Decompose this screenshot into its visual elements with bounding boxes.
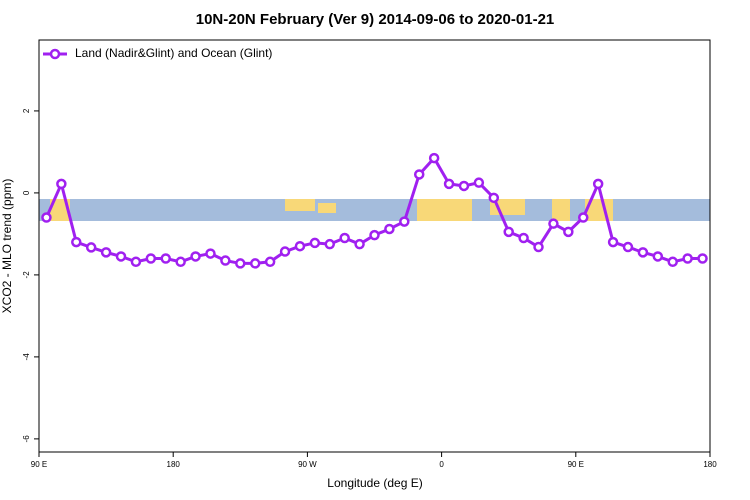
point: [160, 253, 171, 264]
x-tick-label: 180: [167, 460, 181, 469]
point: [220, 255, 231, 266]
point: [428, 152, 440, 164]
point: [458, 180, 470, 192]
point: [399, 216, 410, 227]
point: [279, 246, 291, 257]
point: [324, 238, 336, 250]
point: [652, 251, 664, 262]
point: [115, 251, 127, 262]
point: [443, 178, 455, 190]
legend-label: Land (Nadir&Glint) and Ocean (Glint): [75, 46, 272, 60]
point: [190, 251, 201, 262]
x-tick-label: 90 E: [568, 460, 584, 469]
point: [697, 253, 708, 264]
point: [249, 258, 261, 269]
point: [41, 212, 52, 223]
point: [130, 256, 142, 268]
point: [622, 241, 634, 253]
y-tick-label: 0: [22, 190, 31, 195]
point: [503, 226, 514, 238]
point: [264, 256, 276, 268]
point: [294, 240, 306, 252]
y-tick-label: -2: [22, 271, 31, 279]
point: [548, 218, 559, 229]
plot-frame: [38, 39, 711, 453]
point: [100, 247, 112, 258]
point: [413, 169, 425, 180]
point: [592, 178, 604, 190]
chart-title: 10N-20N February (Ver 9) 2014-09-06 to 2…: [196, 11, 555, 28]
point: [85, 242, 97, 253]
legend-marker: [49, 48, 61, 60]
y-tick-label: -6: [22, 435, 31, 443]
x-tick-label: 90 W: [298, 460, 317, 469]
point: [369, 229, 380, 241]
point: [488, 192, 500, 204]
point: [339, 232, 350, 244]
y-tick-label: 2: [22, 108, 31, 113]
point: [235, 258, 246, 269]
point: [533, 241, 544, 253]
point: [71, 236, 82, 248]
point: [205, 248, 216, 259]
point: [637, 247, 649, 258]
point: [309, 237, 321, 249]
point: [607, 236, 619, 248]
point: [682, 253, 693, 264]
x-tick-label: 0: [439, 460, 444, 469]
y-tick-label: -4: [22, 353, 31, 361]
point: [175, 256, 186, 268]
point: [518, 232, 529, 244]
point: [384, 223, 395, 235]
x-tick-label: 90 E: [31, 460, 47, 469]
point: [563, 226, 574, 238]
point: [145, 253, 157, 264]
point: [667, 256, 678, 268]
x-tick-label: 180: [703, 460, 717, 469]
x-axis-label: Longitude (deg E): [327, 476, 422, 490]
map-strip: [39, 199, 710, 221]
y-axis-label: XCO2 - MLO trend (ppm): [0, 179, 14, 314]
point: [473, 177, 485, 188]
point: [56, 178, 67, 190]
point: [354, 238, 365, 250]
point: [578, 212, 589, 223]
